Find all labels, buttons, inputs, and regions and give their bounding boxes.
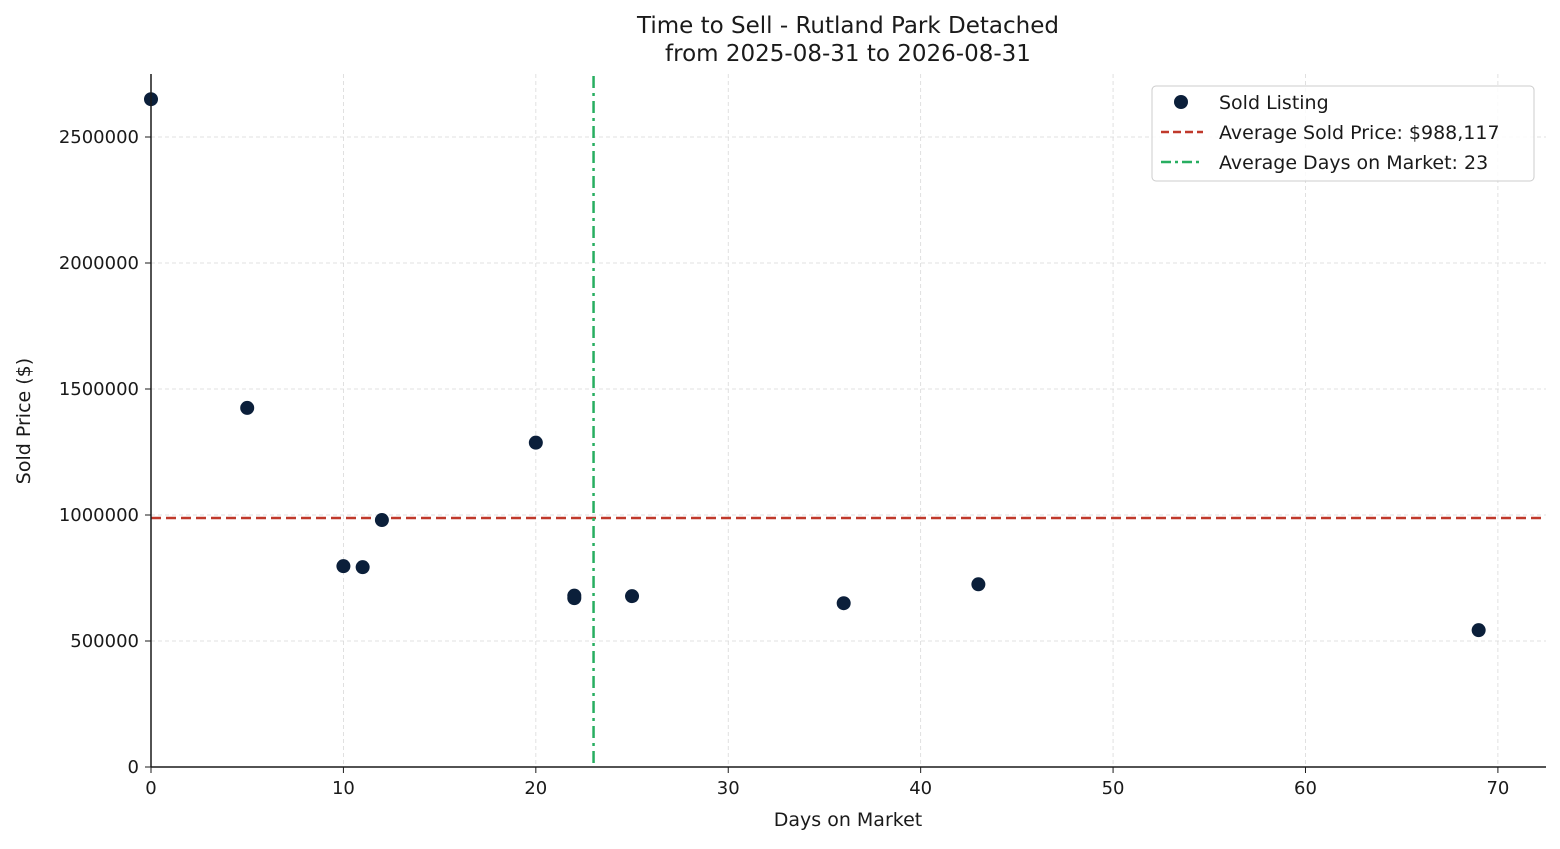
legend-marker-sold-listing [1174, 95, 1188, 109]
x-tick-label: 60 [1294, 778, 1317, 799]
legend-label: Average Days on Market: 23 [1219, 152, 1488, 174]
legend-label: Average Sold Price: $988,117 [1219, 122, 1500, 144]
x-tick-label: 70 [1486, 778, 1509, 799]
y-axis-label: Sold Price ($) [13, 358, 35, 484]
axes [145, 74, 1546, 773]
y-tick-label: 2500000 [59, 127, 139, 148]
data-point [567, 588, 582, 603]
data-point [355, 560, 370, 575]
x-tick-label: 10 [332, 778, 355, 799]
x-tick-label: 0 [145, 778, 156, 799]
y-tick-label: 0 [128, 757, 139, 778]
data-point [240, 400, 255, 415]
legend-label: Sold Listing [1219, 92, 1329, 114]
x-tick-label: 30 [717, 778, 740, 799]
data-point [971, 577, 986, 592]
data-point [336, 559, 351, 574]
data-point [836, 596, 851, 611]
chart-title: Time to Sell - Rutland Park Detached [636, 13, 1059, 39]
y-tick-label: 2000000 [59, 253, 139, 274]
y-tick-label: 1000000 [59, 505, 139, 526]
chart-subtitle: from 2025-08-31 to 2026-08-31 [665, 41, 1031, 67]
x-tick-label: 40 [909, 778, 932, 799]
x-axis-label: Days on Market [774, 809, 922, 831]
legend-box [1151, 85, 1535, 182]
x-tick-label: 20 [524, 778, 547, 799]
x-tick-label: 50 [1102, 778, 1125, 799]
data-point [625, 589, 640, 604]
legend: Sold Listing Average Sold Price: $988,117… [1151, 85, 1535, 182]
y-tick-label: 1500000 [59, 379, 139, 400]
data-point [374, 513, 389, 528]
data-point [1471, 623, 1486, 638]
y-tick-label: 500000 [70, 631, 139, 652]
tick-labels: 0 10 20 30 40 50 60 70 0 500000 1000000 1500000 2000… [59, 127, 1510, 799]
data-point [528, 435, 543, 450]
